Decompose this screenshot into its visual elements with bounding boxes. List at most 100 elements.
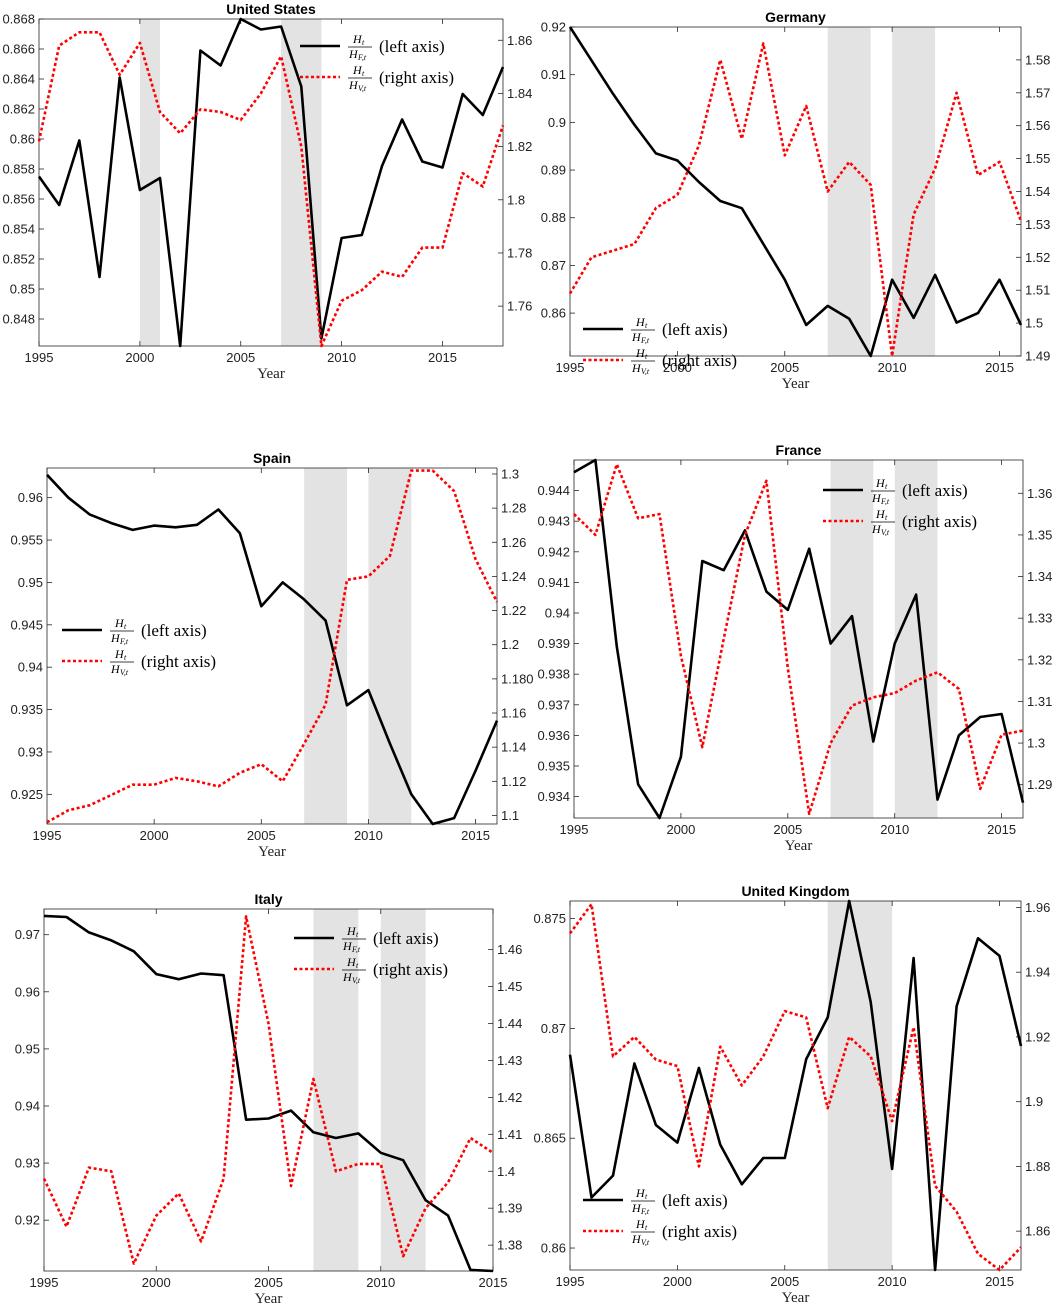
y-right-tick-label: 1.3 <box>501 466 519 481</box>
y-left-tick-label: 0.89 <box>541 163 566 178</box>
svg-text:t: t <box>885 482 888 491</box>
y-right-tick-label: 1.16 <box>501 706 526 721</box>
x-tick-label: 2005 <box>773 822 802 837</box>
x-tick-label: 2005 <box>254 1275 283 1290</box>
legend-label: (right axis) <box>141 652 216 671</box>
x-axis-label: Year <box>257 366 285 382</box>
svg-text:H: H <box>114 647 125 661</box>
shaded-period-0 <box>313 909 359 1271</box>
y-right-tick-label: 1.9 <box>1025 1094 1043 1109</box>
x-axis-label: Year <box>782 376 810 392</box>
y-right-tick-label: 1.41 <box>497 1127 522 1142</box>
y-right-tick-label: 1.31 <box>1027 694 1052 709</box>
y-left-tick-label: 0.852 <box>2 252 35 267</box>
svg-text:t: t <box>124 622 127 631</box>
y-left-tick-label: 0.941 <box>537 575 570 590</box>
x-tick-label: 1995 <box>556 1274 585 1289</box>
y-right-tick-label: 1.180 <box>501 671 534 686</box>
series-line-right-axis <box>568 902 1022 1272</box>
svg-text:H: H <box>635 1217 646 1231</box>
svg-text:V,t: V,t <box>881 528 890 537</box>
plot-frame <box>46 467 498 825</box>
y-left-tick-label: 0.935 <box>537 758 570 773</box>
y-right-tick-label: 1.58 <box>1025 52 1050 67</box>
legend-label: (right axis) <box>379 68 454 87</box>
y-right-tick-label: 1.33 <box>1027 611 1052 626</box>
y-left-tick-label: 0.95 <box>18 575 43 590</box>
x-tick-label: 2015 <box>987 822 1016 837</box>
series-line-left-axis <box>43 914 494 1273</box>
svg-text:V,t: V,t <box>358 84 367 93</box>
x-axis-label: Year <box>782 1290 810 1306</box>
x-tick-label: 1995 <box>25 350 54 365</box>
svg-text:F,t: F,t <box>357 53 367 62</box>
y-left-tick-label: 0.865 <box>533 1131 566 1146</box>
y-left-tick-label: 0.955 <box>10 533 43 548</box>
y-left-tick-label: 0.86 <box>10 132 35 147</box>
y-right-tick-label: 1.22 <box>501 603 526 618</box>
y-right-tick-label: 1.76 <box>507 299 532 314</box>
x-tick-label: 2010 <box>354 828 383 843</box>
svg-text:H: H <box>871 522 882 536</box>
y-right-tick-label: 1.36 <box>1027 486 1052 501</box>
y-left-tick-label: 0.87 <box>541 1021 566 1036</box>
y-left-tick-label: 0.87 <box>541 258 566 273</box>
y-left-tick-label: 0.942 <box>537 544 570 559</box>
plot-frame <box>569 26 1022 357</box>
y-right-tick-label: 1.29 <box>1027 777 1052 792</box>
plot-frame <box>569 900 1022 1271</box>
x-tick-label: 2005 <box>770 1274 799 1289</box>
x-axis-label: Year <box>785 838 813 854</box>
svg-text:F,t: F,t <box>880 497 890 506</box>
svg-text:H: H <box>631 1232 642 1246</box>
svg-text:H: H <box>635 346 646 360</box>
svg-text:t: t <box>124 653 127 662</box>
chart-panel-5: 1995 2000 2005 2010 2015 0.86 0.865 0.87 0.875 1.… <box>533 883 1050 1306</box>
y-right-tick-label: 1.55 <box>1025 151 1050 166</box>
svg-text:H: H <box>346 924 357 938</box>
y-left-tick-label: 0.856 <box>2 192 35 207</box>
y-left-tick-label: 0.848 <box>2 312 35 327</box>
y-right-tick-label: 1.34 <box>1027 569 1052 584</box>
x-axis-label: Year <box>255 1291 283 1307</box>
svg-text:t: t <box>645 1223 648 1232</box>
svg-text:V,t: V,t <box>641 367 650 376</box>
y-left-tick-label: 0.945 <box>10 617 43 632</box>
svg-text:t: t <box>356 961 359 970</box>
shaded-period-1 <box>380 909 426 1271</box>
x-tick-label: 2015 <box>461 828 490 843</box>
legend-label: (left axis) <box>379 37 445 56</box>
chart-title: United States <box>226 1 316 17</box>
y-left-tick-label: 0.858 <box>2 162 35 177</box>
y-left-tick-label: 0.925 <box>10 787 43 802</box>
series-line-left-axis <box>568 899 1023 1272</box>
svg-text:V,t: V,t <box>641 1238 650 1247</box>
y-right-tick-label: 1.54 <box>1025 184 1050 199</box>
svg-text:H: H <box>110 631 121 645</box>
legend-label: (left axis) <box>141 621 207 640</box>
y-right-tick-label: 1.1 <box>501 808 519 823</box>
x-tick-label: 2015 <box>985 360 1014 375</box>
svg-text:H: H <box>875 507 886 521</box>
y-right-tick-label: 1.52 <box>1025 250 1050 265</box>
y-left-tick-label: 0.938 <box>537 667 570 682</box>
series-line-right-axis <box>37 30 505 348</box>
x-tick-label: 1995 <box>556 360 585 375</box>
svg-text:H: H <box>631 361 642 375</box>
x-tick-label: 2010 <box>880 822 909 837</box>
y-left-tick-label: 0.864 <box>2 72 35 87</box>
x-tick-label: 2015 <box>985 1274 1014 1289</box>
y-left-tick-label: 0.92 <box>15 1213 40 1228</box>
y-right-tick-label: 1.43 <box>497 1053 522 1068</box>
series-line-right-axis <box>42 915 494 1265</box>
chart-panel-1: 1995 2000 2005 2010 2015 0.86 0.87 0.88 0.89 0.9 0… <box>541 9 1051 392</box>
x-tick-label: 2005 <box>770 360 799 375</box>
